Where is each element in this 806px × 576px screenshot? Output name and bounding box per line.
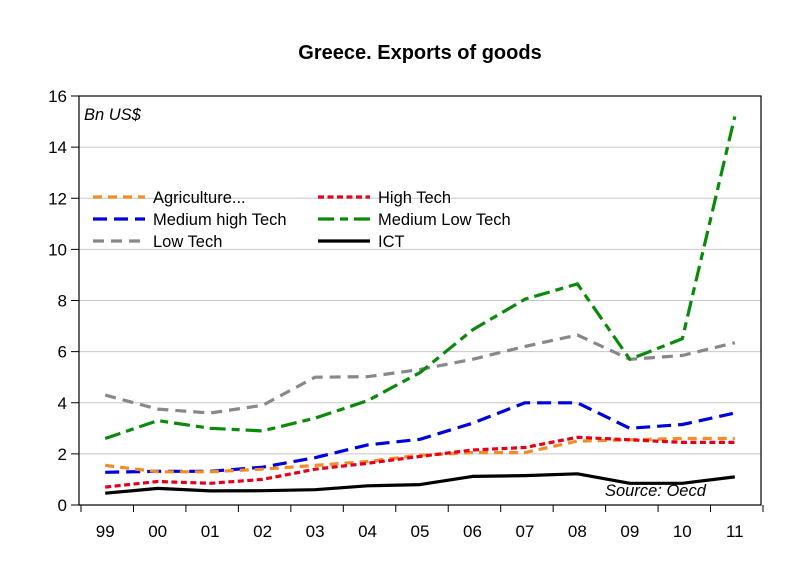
unit-label: Bn US$ (84, 106, 142, 124)
y-tick-label: 10 (48, 240, 67, 259)
legend-label: Low Tech (153, 233, 222, 251)
x-tick-label: 11 (726, 522, 744, 541)
series-layer (104, 116, 737, 495)
x-tick-label: 08 (568, 522, 587, 541)
y-tick-label: 16 (48, 87, 67, 106)
x-tick-label: 00 (148, 522, 167, 541)
source-label: Source: Oecd (605, 482, 707, 500)
x-tick-label: 09 (620, 522, 639, 541)
gridlines (79, 146, 761, 455)
legend-label: Medium high Tech (153, 211, 287, 229)
x-tick-label: 05 (411, 522, 430, 541)
y-tick-label: 12 (48, 189, 67, 208)
series-line-high-tech (105, 435, 735, 489)
x-axis: 99 00 01 02 03 04 05 06 07 08 09 10 11 (80, 505, 764, 541)
y-tick-label: 2 (58, 445, 67, 464)
x-tick-label: 02 (253, 522, 272, 541)
legend-label: ICT (378, 233, 405, 251)
x-tick-label: 03 (306, 522, 325, 541)
y-tick-label: 14 (48, 138, 67, 157)
x-tick-label: 01 (201, 522, 220, 541)
x-tick-label: 06 (463, 522, 482, 541)
x-tick-label: 07 (515, 522, 534, 541)
series-line-medium-low-tech (104, 116, 737, 441)
legend-label: Medium Low Tech (378, 211, 511, 229)
legend-label: Agriculture... (153, 189, 246, 207)
x-tick-label: 04 (358, 522, 377, 541)
x-tick-label: 10 (673, 522, 692, 541)
y-tick-label: 0 (58, 496, 67, 515)
legend-label: High Tech (378, 189, 451, 207)
y-tick-label: 8 (58, 292, 67, 311)
y-tick-label: 4 (58, 394, 67, 413)
chart-title: Greece. Exports of goods (298, 42, 541, 64)
legend: Agriculture... High Tech Medium high Tech M… (93, 189, 511, 251)
x-tick-label: 99 (96, 522, 115, 541)
series-line-ict (105, 472, 735, 495)
y-tick-label: 6 (58, 343, 67, 362)
y-axis: 0 2 4 6 8 10 12 14 16 (48, 87, 79, 515)
